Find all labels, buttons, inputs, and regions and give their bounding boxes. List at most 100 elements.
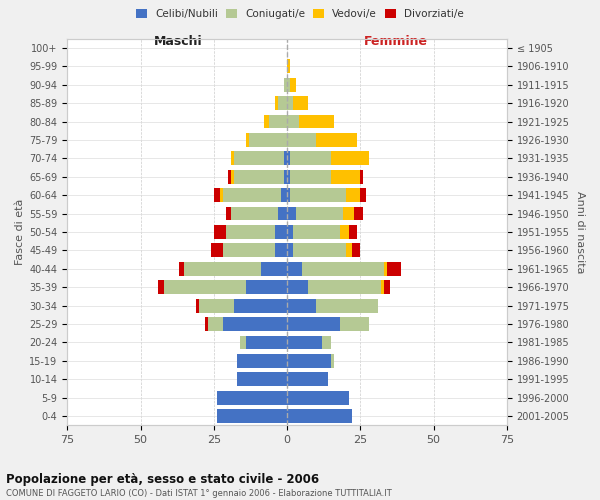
Bar	[287, 280, 308, 294]
Bar	[346, 188, 361, 202]
Bar	[290, 170, 331, 183]
Bar	[346, 244, 352, 258]
Bar	[384, 280, 389, 294]
Bar	[386, 262, 401, 276]
Bar	[290, 78, 296, 92]
Bar	[343, 206, 355, 220]
Bar	[281, 188, 287, 202]
Bar	[287, 262, 302, 276]
Bar	[284, 78, 287, 92]
Bar	[284, 170, 287, 183]
Bar	[287, 96, 293, 110]
Bar	[361, 188, 366, 202]
Bar	[287, 133, 316, 147]
Bar	[263, 114, 269, 128]
Bar	[229, 170, 232, 183]
Bar	[296, 206, 343, 220]
Bar	[199, 298, 235, 312]
Bar	[208, 317, 223, 331]
Bar	[381, 280, 384, 294]
Bar	[340, 317, 369, 331]
Bar	[232, 170, 235, 183]
Bar	[278, 206, 287, 220]
Bar	[217, 391, 287, 404]
Bar	[287, 60, 290, 73]
Bar	[287, 336, 322, 349]
Bar	[340, 225, 349, 239]
Bar	[246, 336, 287, 349]
Bar	[226, 206, 232, 220]
Text: Maschi: Maschi	[154, 35, 203, 48]
Bar	[205, 317, 208, 331]
Bar	[284, 152, 287, 165]
Bar	[287, 152, 290, 165]
Bar	[164, 280, 246, 294]
Bar	[226, 225, 275, 239]
Bar	[287, 206, 296, 220]
Bar	[214, 188, 220, 202]
Y-axis label: Anni di nascita: Anni di nascita	[575, 190, 585, 273]
Bar	[232, 206, 278, 220]
Bar	[331, 152, 369, 165]
Bar	[275, 96, 278, 110]
Bar	[246, 133, 249, 147]
Bar	[179, 262, 184, 276]
Bar	[223, 317, 287, 331]
Bar	[287, 244, 293, 258]
Bar	[293, 244, 346, 258]
Text: Femmine: Femmine	[364, 35, 427, 48]
Bar	[287, 188, 290, 202]
Bar	[237, 372, 287, 386]
Bar	[308, 280, 381, 294]
Bar	[299, 114, 334, 128]
Bar	[322, 336, 331, 349]
Bar	[211, 244, 223, 258]
Y-axis label: Fasce di età: Fasce di età	[15, 199, 25, 265]
Bar	[287, 317, 340, 331]
Bar	[384, 262, 386, 276]
Bar	[287, 225, 293, 239]
Bar	[217, 409, 287, 423]
Bar	[287, 409, 352, 423]
Bar	[293, 225, 340, 239]
Bar	[352, 244, 361, 258]
Legend: Celibi/Nubili, Coniugati/e, Vedovi/e, Divorziati/e: Celibi/Nubili, Coniugati/e, Vedovi/e, Di…	[132, 5, 468, 24]
Bar	[220, 188, 223, 202]
Bar	[214, 225, 226, 239]
Text: COMUNE DI FAGGETO LARIO (CO) - Dati ISTAT 1° gennaio 2006 - Elaborazione TUTTITA: COMUNE DI FAGGETO LARIO (CO) - Dati ISTA…	[6, 489, 392, 498]
Bar	[287, 372, 328, 386]
Bar	[246, 280, 287, 294]
Bar	[223, 188, 281, 202]
Bar	[316, 298, 378, 312]
Bar	[316, 133, 358, 147]
Bar	[287, 78, 290, 92]
Bar	[235, 298, 287, 312]
Bar	[349, 225, 358, 239]
Bar	[158, 280, 164, 294]
Bar	[249, 133, 287, 147]
Bar	[260, 262, 287, 276]
Bar	[287, 114, 299, 128]
Bar	[235, 170, 284, 183]
Bar	[331, 354, 334, 368]
Bar	[275, 225, 287, 239]
Bar	[235, 152, 284, 165]
Bar	[275, 244, 287, 258]
Bar	[290, 188, 346, 202]
Bar	[287, 391, 349, 404]
Bar	[355, 206, 363, 220]
Bar	[269, 114, 287, 128]
Bar	[361, 170, 363, 183]
Bar	[293, 96, 308, 110]
Bar	[232, 152, 235, 165]
Bar	[287, 170, 290, 183]
Bar	[331, 170, 361, 183]
Bar	[302, 262, 384, 276]
Bar	[240, 336, 246, 349]
Bar	[237, 354, 287, 368]
Bar	[196, 298, 199, 312]
Bar	[287, 298, 316, 312]
Bar	[184, 262, 260, 276]
Bar	[278, 96, 287, 110]
Bar	[223, 244, 275, 258]
